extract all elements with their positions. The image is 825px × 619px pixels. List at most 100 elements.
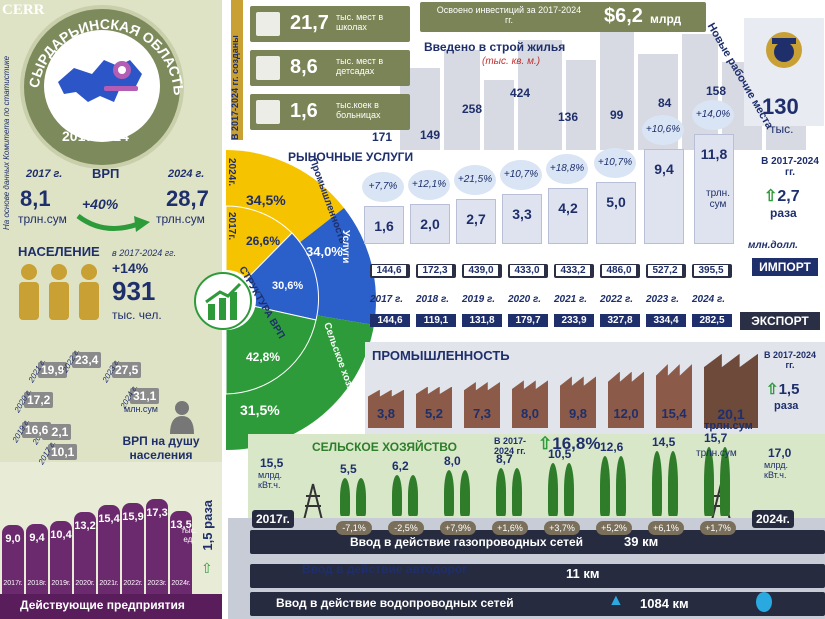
housing-value: 258	[462, 102, 483, 116]
agri-pct: +1,7%	[700, 521, 736, 535]
service-value: 11,8	[700, 146, 728, 162]
enterprise-value: 15,9	[122, 511, 144, 524]
agri-pct: -7,1%	[336, 521, 372, 535]
enterprise-year: 2020г.	[75, 580, 95, 587]
service-value: 2,7	[466, 210, 486, 227]
agriculture-title: СЕЛЬСКОЕ ХОЗЯЙСТВО	[312, 440, 457, 454]
trade-year: 2018 г.	[416, 294, 450, 305]
export-wagon: 327,8	[600, 314, 640, 327]
up-arrow-icon: ⇧	[201, 560, 213, 576]
water-value: 1084 км	[640, 596, 689, 611]
per-capita-value: 19,9	[38, 362, 68, 378]
service-growth-bubble: +12,1%	[408, 170, 450, 200]
export-value: 334,4	[653, 315, 679, 326]
enterprise-value: 9,4	[29, 531, 45, 544]
agriculture-growth: ⇧16,8%	[538, 434, 601, 453]
agri-value: 8,7	[496, 451, 513, 466]
import-label: ИМПОРТ	[752, 258, 818, 276]
created-title: В 2017-2024 гг. созданы	[230, 35, 240, 140]
investment-label: Освоено инвестиций за 2017-2024 гг.	[436, 5, 582, 25]
agri-value: 12,6	[600, 440, 624, 455]
housing-unit: (тыс. кв. м.)	[482, 56, 541, 67]
industry-factory	[368, 389, 404, 428]
region-title: СЫРДАРЬИНСКАЯ ОБЛАСТЬ	[26, 16, 188, 96]
road-year-2017: 2017г.	[252, 510, 294, 528]
wheat-icon	[496, 467, 506, 516]
agri-share-2024: 31,5%	[240, 402, 280, 418]
created-value: 21,7	[290, 12, 329, 34]
industry-mult-unit: раза	[774, 400, 799, 412]
industry-factory	[560, 376, 596, 428]
enterprise-person	[98, 504, 120, 594]
grp-value-2024: 28,7	[166, 186, 209, 211]
import-value: 486,0	[602, 265, 636, 276]
agri-pct: +3,7%	[544, 521, 580, 535]
export-wagon: 334,4	[646, 314, 686, 327]
service-bar	[456, 198, 496, 244]
source-note: На основе данных Комитета по статистике	[2, 55, 11, 230]
created-label: тыс. мест в школах	[336, 12, 384, 32]
enterprise-year: 2019г.	[51, 580, 71, 587]
wheat-icon	[616, 456, 626, 516]
trade-year: 2020 г.	[508, 294, 542, 305]
agri-value: 8,0	[444, 454, 461, 468]
industry-value: 5,2	[424, 406, 444, 421]
wheat-icon	[460, 470, 470, 516]
trade-year: 2021 г.	[554, 294, 588, 305]
enterprise-person	[50, 520, 72, 594]
region-map	[44, 30, 160, 142]
export-wagon: 179,7	[508, 314, 548, 327]
industry-value: 12,0	[613, 406, 639, 421]
population-title: НАСЕЛЕНИЕ	[18, 244, 100, 259]
per-capita-value: 23,4	[72, 352, 102, 368]
grp-growth: +40%	[82, 196, 119, 212]
import-value: 172,3	[418, 265, 452, 276]
export-value: 327,8	[607, 315, 633, 326]
export-label: ЭКСПОРТ	[740, 312, 820, 330]
enterprises-footer	[0, 594, 222, 619]
created-value: 1,6	[290, 100, 318, 122]
enterprise-value: 15,4	[98, 512, 120, 525]
import-truck: 439,0	[462, 264, 502, 278]
per-capita-unit: млн.сум	[124, 404, 158, 414]
services-sector-label: Услуги	[340, 230, 351, 264]
enterprises-growth: 1,5 раза	[200, 500, 215, 551]
wheat-icon	[444, 470, 454, 516]
service-unit: трлн. сум	[706, 188, 730, 210]
grp-value-2017: 8,1	[20, 186, 51, 211]
industry-share-2024: 34,5%	[246, 192, 286, 208]
people-icon	[19, 264, 99, 320]
agri-unit: трлн.сум	[696, 448, 737, 459]
per-capita-value: 31,1	[130, 388, 160, 404]
wheat-icon	[704, 446, 714, 516]
service-bar	[502, 194, 542, 244]
service-growth-bubble: +10,7%	[500, 160, 542, 191]
person-avatar-icon	[170, 401, 194, 434]
structure-year-2024: 2024г.	[226, 158, 237, 187]
agri-share-2017: 42,8%	[246, 350, 281, 364]
export-value: 282,5	[699, 315, 725, 326]
service-bar	[548, 187, 588, 244]
enterprise-person	[122, 503, 144, 594]
import-value: 433,0	[510, 265, 544, 276]
industry-value: 20,1	[717, 406, 745, 422]
wheat-icon	[340, 477, 350, 516]
gas-label: Ввод в действие газопроводных сетей	[350, 535, 584, 549]
highway-value: 11 км	[566, 566, 600, 581]
industry-factory	[464, 381, 500, 428]
water-label: Ввод в действие водопроводных сетей	[276, 596, 514, 610]
trade-year: 2017 г.	[370, 294, 404, 305]
car-icon	[756, 564, 774, 576]
export-value: 144,6	[377, 315, 403, 326]
services-mult: ⇧2,7	[764, 188, 800, 205]
per-capita-value: 16,6	[22, 422, 52, 438]
enterprise-year: 2021г.	[99, 580, 119, 587]
per-capita-value: 27,5	[112, 362, 142, 378]
export-wagon: 119,1	[416, 314, 456, 327]
agri-value: 5,5	[340, 461, 357, 476]
energy-unit-2024: млрд. кВт.ч.	[764, 460, 788, 480]
industry-unit: трлн.сум	[704, 420, 753, 432]
service-growth-bubble: +10,7%	[594, 147, 636, 178]
created-ribbon	[231, 0, 243, 140]
